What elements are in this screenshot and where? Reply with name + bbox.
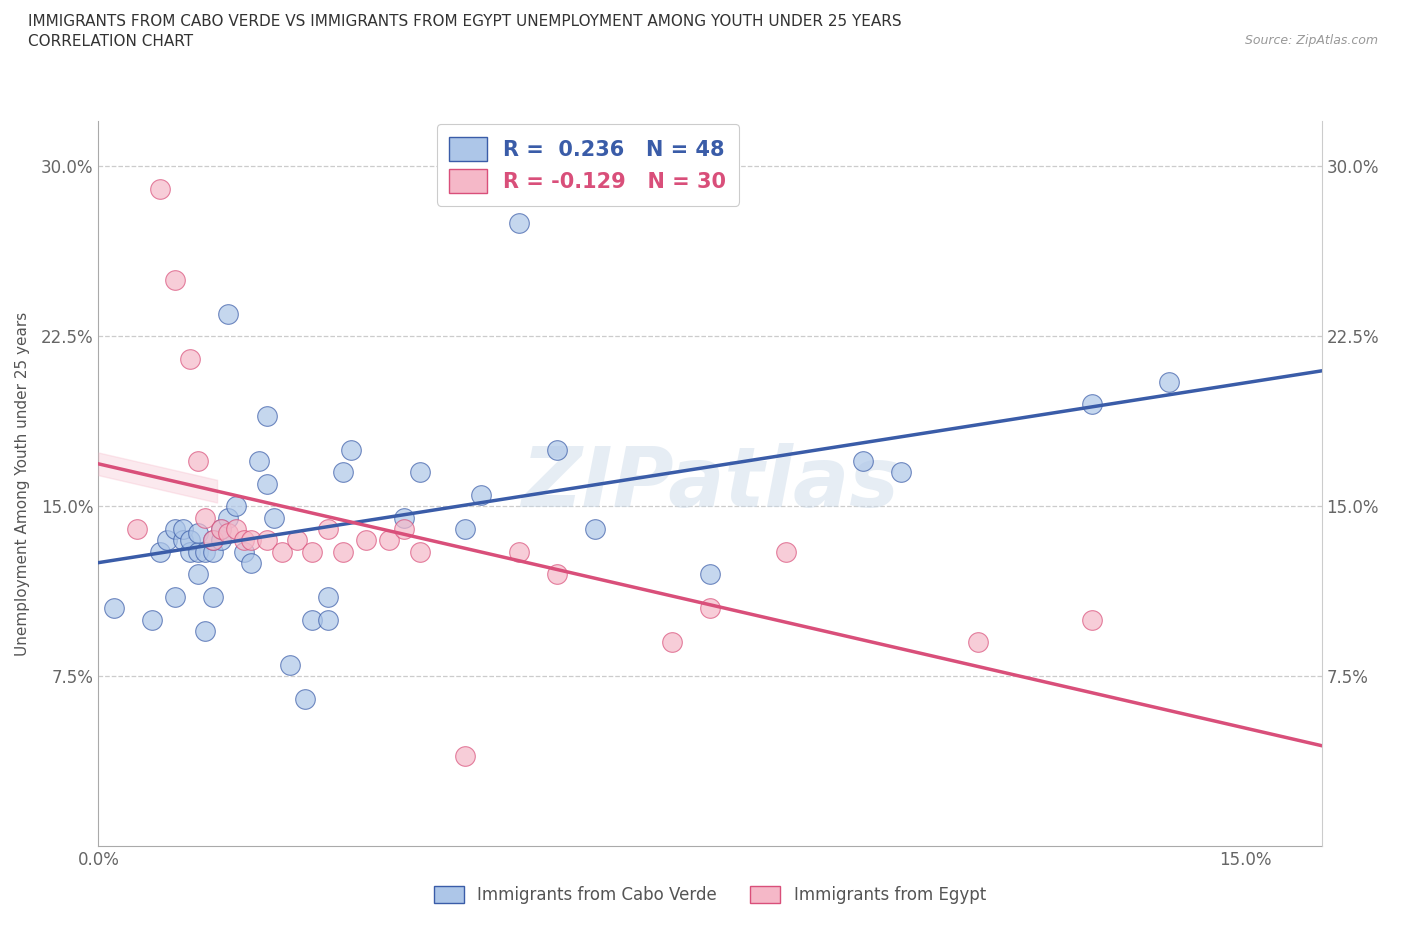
Point [149,181,172,196]
Point [194,544,217,559]
Point [187,526,209,541]
Point [172,522,194,537]
Point [378,533,401,548]
Point [392,522,416,537]
Point [256,408,278,423]
Point [1081,612,1104,627]
Point [852,454,875,469]
Point [890,465,912,480]
Point [156,533,179,548]
Point [194,511,217,525]
Point [240,533,263,548]
Y-axis label: Unemployment Among Youth under 25 years: Unemployment Among Youth under 25 years [15,312,30,656]
Point [187,567,209,582]
Point [354,533,377,548]
Point [294,692,316,707]
Point [240,555,263,570]
Point [172,533,194,548]
Point [209,522,232,537]
Point [202,533,225,548]
Point [163,522,186,537]
Point [202,544,225,559]
Point [699,601,721,616]
Point [1081,397,1104,412]
Point [209,533,232,548]
Point [1157,374,1180,389]
Point [232,533,254,548]
Legend: Immigrants from Cabo Verde, Immigrants from Egypt: Immigrants from Cabo Verde, Immigrants f… [427,879,993,910]
Point [583,522,606,537]
Point [179,544,201,559]
Point [301,612,323,627]
Point [256,533,278,548]
Point [179,533,201,548]
Point [217,306,239,321]
Point [285,533,308,548]
Point [141,612,163,627]
Point [699,567,721,582]
Point [508,216,530,231]
Point [202,590,225,604]
Point [209,522,232,537]
Text: Source: ZipAtlas.com: Source: ZipAtlas.com [1244,34,1378,47]
Point [316,612,339,627]
Point [232,544,254,559]
Point [408,544,430,559]
Point [187,544,209,559]
Point [339,442,361,457]
Point [278,658,301,672]
Point [332,544,354,559]
Point [187,454,209,469]
Point [179,352,201,366]
Point [217,526,239,541]
Point [256,476,278,491]
Text: CORRELATION CHART: CORRELATION CHART [28,34,193,49]
Point [316,522,339,537]
Point [263,511,285,525]
Point [225,498,247,513]
Point [163,590,186,604]
Point [316,590,339,604]
Text: IMMIGRANTS FROM CABO VERDE VS IMMIGRANTS FROM EGYPT UNEMPLOYMENT AMONG YOUTH UND: IMMIGRANTS FROM CABO VERDE VS IMMIGRANTS… [28,14,901,29]
Point [546,567,568,582]
Point [149,544,172,559]
Point [163,272,186,287]
Point [470,487,492,502]
Point [966,635,988,650]
Text: ZIPatlas: ZIPatlas [522,443,898,525]
Point [202,533,225,548]
Point [332,465,354,480]
Point [103,601,125,616]
Point [194,623,217,638]
Point [775,544,797,559]
Point [408,465,430,480]
Point [270,544,294,559]
Point [508,544,530,559]
Point [454,748,477,763]
Point [661,635,683,650]
Point [125,522,148,537]
Point [301,544,323,559]
Point [247,454,270,469]
Point [546,442,568,457]
Point [392,511,416,525]
Point [454,522,477,537]
Point [217,511,239,525]
Point [225,522,247,537]
